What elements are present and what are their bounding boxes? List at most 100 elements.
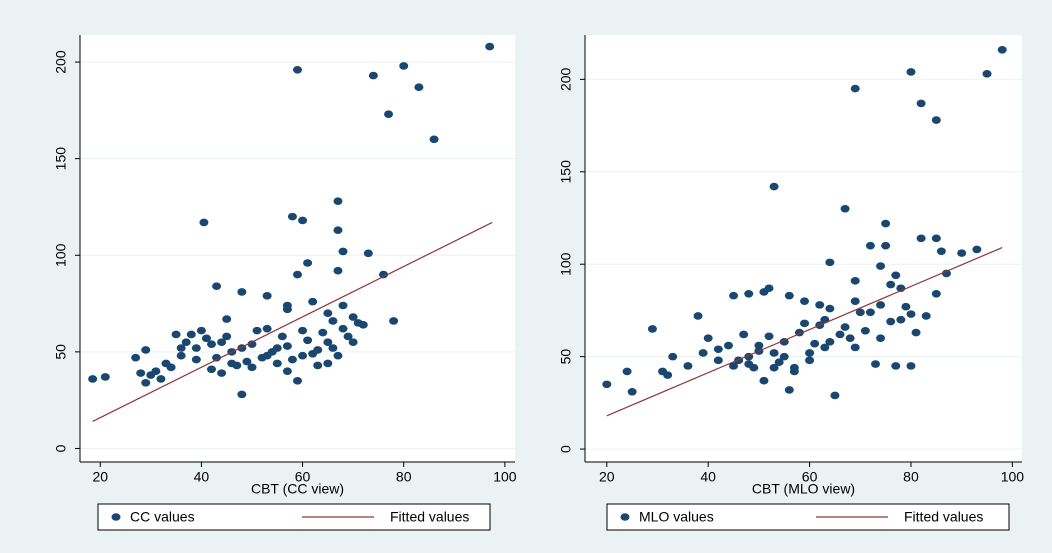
scatter-point: [338, 324, 348, 333]
scatter-point: [181, 338, 191, 347]
scatter-point: [156, 375, 166, 383]
x-tick-label: 20: [599, 469, 615, 485]
x-tick-label: 20: [92, 469, 108, 485]
scatter-point: [769, 182, 779, 191]
scatter-point: [602, 380, 612, 389]
scatter-point: [739, 330, 749, 339]
scatter-point: [901, 302, 911, 311]
scatter-point: [293, 65, 302, 74]
scatter-point: [262, 351, 272, 360]
scatter-point: [343, 332, 353, 341]
scatter-point: [201, 334, 211, 343]
scatter-point: [876, 262, 886, 270]
scatter-point: [850, 343, 860, 352]
scatter-point: [825, 258, 835, 267]
scatter-point: [876, 301, 886, 309]
scatter-point: [333, 197, 343, 205]
x-tick-label: 60: [802, 469, 818, 485]
scatter-point: [313, 346, 323, 354]
scatter-point: [207, 365, 217, 374]
scatter-point: [840, 204, 850, 213]
scatter-point: [308, 297, 318, 306]
scatter-point: [247, 363, 257, 372]
scatter-point: [759, 288, 769, 296]
x-tick-label: 40: [700, 469, 716, 485]
scatter-point: [723, 341, 733, 350]
scatter-point: [855, 308, 865, 317]
y-tick-label: 50: [558, 349, 574, 365]
scatter-point: [191, 355, 201, 364]
scatter-point: [800, 319, 810, 328]
scatter-point: [141, 346, 151, 354]
scatter-point: [840, 323, 850, 331]
legend-label: MLO values: [639, 509, 714, 525]
scatter-point: [622, 367, 632, 376]
scatter-point: [227, 359, 237, 368]
scatter-point: [207, 340, 217, 348]
scatter-point: [982, 70, 992, 78]
scatter-point: [328, 317, 338, 325]
scatter-point: [237, 288, 247, 296]
scatter-point: [368, 71, 378, 80]
scatter-point: [698, 349, 708, 357]
scatter-point: [825, 338, 835, 346]
scatter-point: [313, 361, 323, 370]
scatter-point: [485, 42, 495, 51]
scatter-point: [891, 271, 901, 280]
scatter-point: [323, 338, 333, 347]
scatter-point: [769, 363, 779, 372]
scatter-point: [196, 326, 206, 335]
y-tick-label: 0: [53, 444, 69, 452]
scatter-point: [972, 245, 982, 254]
scatter-point: [805, 356, 815, 365]
scatter-point: [906, 310, 916, 318]
scatter-point: [323, 359, 333, 368]
x-axis-label: CBT (CC view): [251, 481, 344, 497]
scatter-point: [333, 226, 343, 234]
y-tick-label: 100: [558, 252, 574, 276]
scatter-point: [886, 317, 896, 326]
scatter-point: [363, 249, 373, 258]
scatter-point: [997, 45, 1007, 54]
scatter-point: [784, 291, 794, 300]
scatter-point: [713, 356, 723, 365]
scatter-point: [759, 376, 769, 385]
scatter-point: [769, 349, 779, 357]
fitted-line: [606, 247, 1003, 417]
scatter-point: [131, 353, 141, 362]
y-tick-label: 200: [53, 50, 69, 74]
scatter-point: [414, 83, 424, 91]
scatter-point: [186, 330, 196, 339]
scatter-point: [921, 312, 931, 320]
scatter-point: [262, 292, 272, 300]
y-tick-label: 150: [558, 160, 574, 184]
scatter-point: [222, 332, 232, 341]
scatter-point: [764, 332, 774, 341]
x-tick-label: 100: [493, 469, 517, 485]
scatter-point: [171, 330, 181, 339]
scatter-point: [247, 340, 257, 348]
scatter-point: [348, 338, 358, 347]
scatter-point: [287, 355, 297, 364]
scatter-point: [911, 328, 921, 337]
scatter-point: [916, 234, 926, 243]
x-tick-label: 60: [295, 469, 311, 485]
scatter-point: [744, 289, 754, 298]
legend-label: CC values: [130, 509, 195, 525]
scatter-point: [881, 219, 891, 228]
scatter-point: [744, 360, 754, 368]
scatter-point: [298, 326, 308, 335]
scatter-point: [754, 341, 764, 350]
x-axis-label: CBT (MLO view): [752, 481, 855, 497]
scatter-point: [881, 241, 891, 250]
x-tick-label: 100: [1001, 469, 1025, 485]
scatter-point: [713, 345, 723, 354]
scatter-point: [627, 387, 637, 396]
scatter-point: [191, 344, 201, 352]
scatter-point: [957, 249, 967, 257]
legend-marker: [620, 513, 630, 521]
scatter-point: [830, 391, 840, 400]
scatter-point: [217, 338, 227, 347]
scatter-point: [100, 373, 110, 381]
